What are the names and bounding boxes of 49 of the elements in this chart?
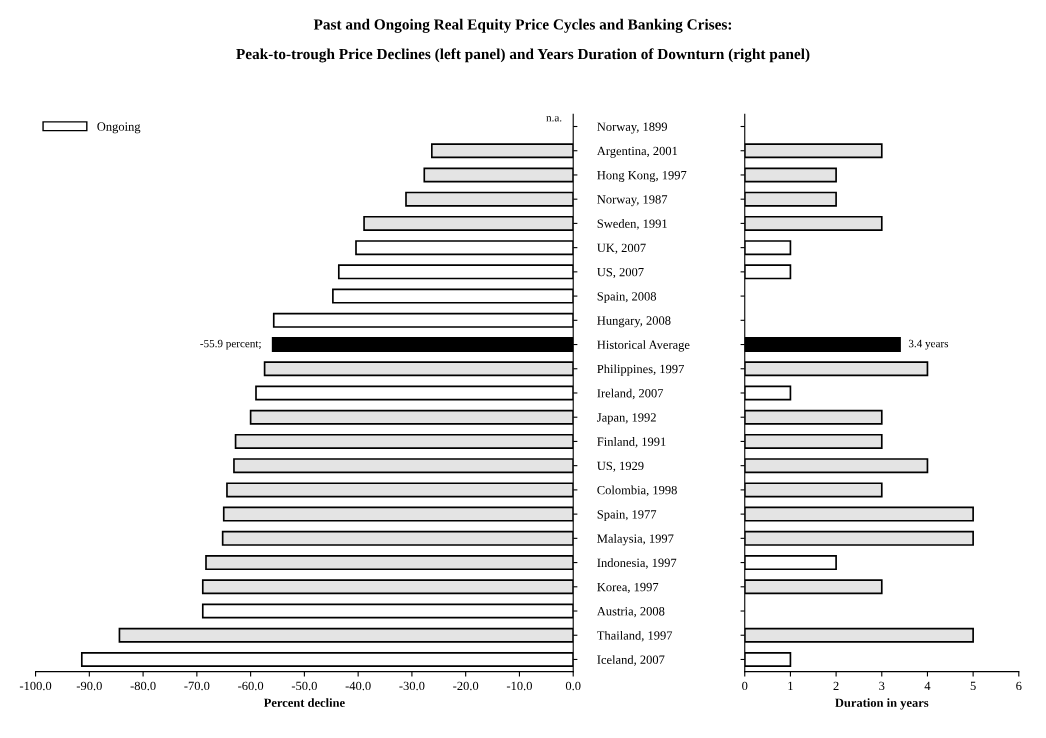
x-tick-label: 0 <box>742 681 748 691</box>
y-tick-label: Japan, 1992 <box>597 413 656 425</box>
x-axis-title: Percent decline <box>263 698 345 707</box>
x-tick-label: -10.0 <box>506 681 532 691</box>
annotation: -55.9 percent; <box>200 339 261 350</box>
chart-subtitle: Peak-to-trough Price Declines (left panel) and Years Duration of Downturn (right panel) <box>236 48 810 63</box>
y-tick-label: Philippines, 1997 <box>597 364 684 376</box>
x-tick-label: 5 <box>970 681 976 691</box>
y-tick-label: UK, 2007 <box>597 243 646 254</box>
y-tick-label: Ireland, 2007 <box>597 388 664 400</box>
x-tick-label: -40.0 <box>345 681 371 691</box>
y-tick-label: Hong Kong, 1997 <box>597 171 687 182</box>
x-tick-label: -60.0 <box>238 681 264 691</box>
x-tick-label: -50.0 <box>291 681 317 691</box>
x-tick-label: -70.0 <box>184 681 210 691</box>
y-tick-label: Spain, 2008 <box>597 292 657 304</box>
legend-label: Ongoing <box>97 122 141 134</box>
y-tick-label: US, 2007 <box>597 267 644 279</box>
x-tick-label: 3 <box>879 681 885 691</box>
y-tick-label: Iceland, 2007 <box>597 655 665 666</box>
x-tick-label: -80.0 <box>130 681 156 691</box>
x-tick-label: -20.0 <box>453 681 479 691</box>
y-tick-label: Norway, 1987 <box>597 195 668 207</box>
y-tick-label: Indonesia, 1997 <box>597 558 677 569</box>
x-tick-label: 2 <box>833 681 839 690</box>
y-tick-label: Hungary, 2008 <box>597 316 671 328</box>
y-tick-label: Colombia, 1998 <box>597 485 677 497</box>
x-tick-label: 1 <box>788 681 793 690</box>
y-tick-label: Sweden, 1991 <box>597 219 667 230</box>
y-tick-label: Korea, 1997 <box>597 582 659 594</box>
y-tick-label: Spain, 1977 <box>597 510 657 522</box>
x-tick-label: 4 <box>924 681 931 690</box>
y-tick-label: US, 1929 <box>597 461 644 472</box>
y-tick-label: Austria, 2008 <box>596 607 665 618</box>
x-tick-label: -90.0 <box>76 681 102 691</box>
y-tick-label: Finland, 1991 <box>597 437 666 448</box>
y-tick-label: Historical Average <box>597 340 690 352</box>
x-tick-label: 0.0 <box>565 681 581 691</box>
x-axis-title: Duration in years <box>835 698 929 710</box>
x-tick-label: -30.0 <box>399 681 425 691</box>
annotation: 3.4 years <box>908 339 949 350</box>
annotation: n.a. <box>546 116 562 122</box>
y-tick-label: Thailand, 1997 <box>597 630 673 642</box>
y-tick-label: Malaysia, 1997 <box>597 534 674 546</box>
chart-title: Past and Ongoing Real Equity Price Cycles and Banking Crises: <box>313 18 732 33</box>
x-tick-label: 6 <box>1016 681 1022 691</box>
y-tick-label: Argentina, 2001 <box>596 146 678 158</box>
x-tick-label: -100.0 <box>19 681 52 691</box>
y-tick-label: Norway, 1899 <box>597 122 668 134</box>
